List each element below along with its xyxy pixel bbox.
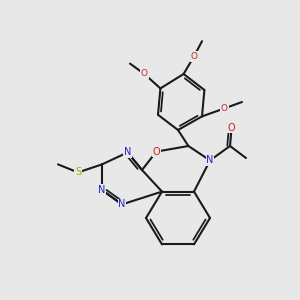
Text: N: N bbox=[118, 200, 126, 209]
Text: O: O bbox=[153, 147, 160, 157]
Text: N: N bbox=[98, 185, 106, 195]
Text: O: O bbox=[221, 104, 228, 113]
Text: N: N bbox=[124, 147, 131, 158]
Text: N: N bbox=[206, 155, 214, 165]
Text: O: O bbox=[141, 70, 148, 79]
Text: O: O bbox=[190, 52, 197, 61]
Text: O: O bbox=[228, 123, 236, 133]
Text: S: S bbox=[75, 167, 81, 177]
